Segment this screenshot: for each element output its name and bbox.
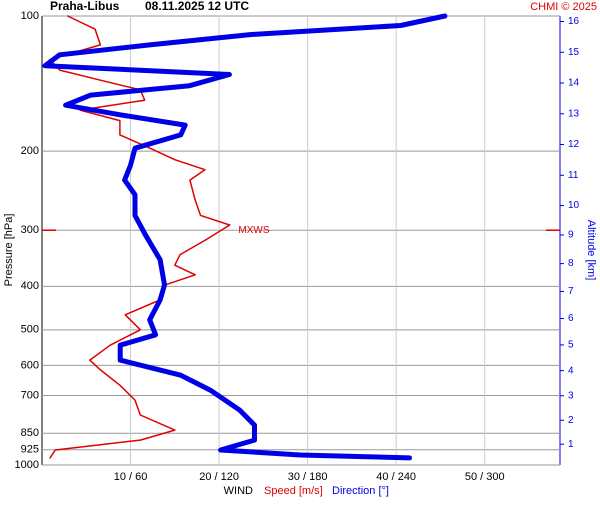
annotation: MXWS	[238, 225, 269, 236]
y-tick-label: 100	[21, 10, 39, 22]
y-tick-label: 1000	[15, 459, 39, 471]
y2-tick-label: 3	[568, 390, 574, 401]
x-tick-label: 10 / 60	[114, 471, 148, 483]
chart-subtitle: 08.11.2025 12 UTC	[145, 0, 249, 13]
y2-tick-label: 13	[568, 108, 580, 119]
y2-tick-label: 6	[568, 313, 574, 324]
x-tick-label: 30 / 180	[288, 471, 328, 483]
x-tick-label: 20 / 120	[199, 471, 239, 483]
credit: CHMI © 2025	[530, 1, 597, 13]
speed-line	[49, 15, 231, 459]
y-tick-label: 600	[21, 359, 39, 371]
y-tick-label: 500	[21, 324, 39, 336]
y-tick-label: 700	[21, 389, 39, 401]
y-tick-label: 400	[21, 280, 39, 292]
y2-tick-label: 1	[568, 439, 574, 450]
y-tick-label: 300	[21, 224, 39, 236]
y2-tick-label: 2	[568, 415, 574, 426]
y2-axis-title: Altitude [km]	[585, 220, 597, 281]
y-tick-label: 850	[21, 427, 39, 439]
y2-tick-label: 10	[568, 200, 580, 211]
x-tick-label: 40 / 240	[376, 471, 416, 483]
y2-tick-label: 5	[568, 340, 574, 351]
y2-tick-label: 11	[568, 170, 579, 181]
y2-tick-label: 9	[568, 230, 574, 241]
y2-tick-label: 16	[568, 16, 580, 27]
x-tick-label: 50 / 300	[465, 471, 505, 483]
legend-entry: Direction [°]	[332, 485, 389, 497]
legend-entry: Speed [m/s]	[264, 485, 323, 497]
y2-tick-label: 15	[568, 47, 580, 58]
y2-tick-label: 8	[568, 258, 574, 269]
y2-tick-label: 12	[568, 139, 580, 150]
y-axis-title: Pressure [hPa]	[3, 214, 15, 287]
x-axis-title: WIND	[224, 485, 253, 497]
direction-line	[42, 13, 448, 461]
y2-tick-label: 14	[568, 78, 580, 89]
y-tick-label: 925	[21, 444, 39, 456]
y2-tick-label: 7	[568, 286, 574, 297]
y-tick-label: 200	[21, 145, 39, 157]
chart-title: Praha-Libus	[50, 0, 120, 13]
y2-tick-label: 4	[568, 365, 574, 376]
